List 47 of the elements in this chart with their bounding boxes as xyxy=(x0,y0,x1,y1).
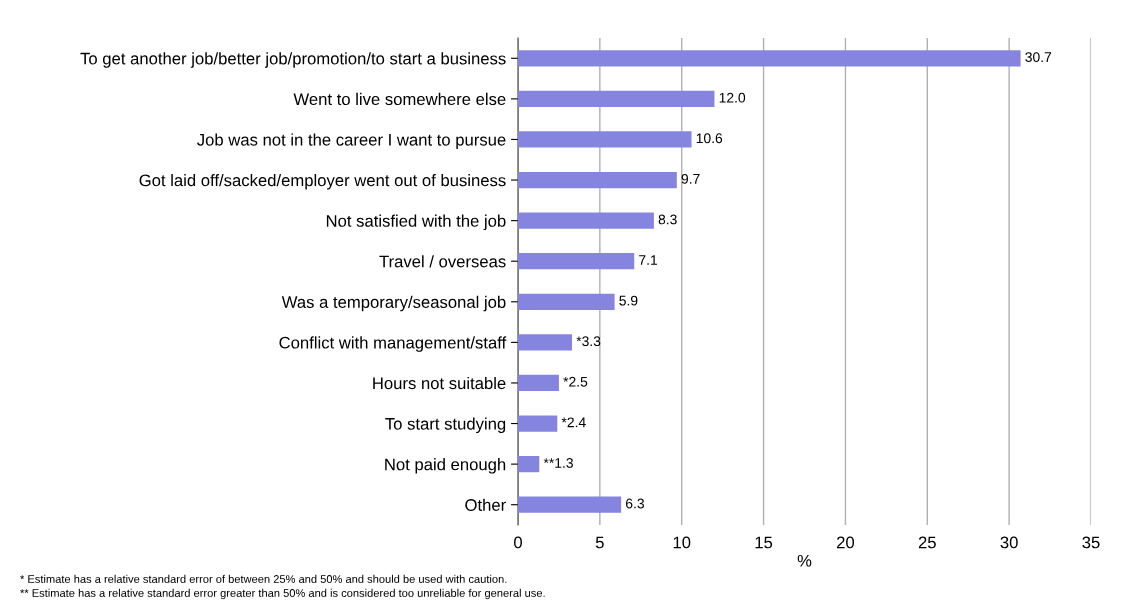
x-tick-label: 0 xyxy=(514,536,522,549)
y-tick-label: To start studying xyxy=(385,417,506,434)
y-tick-label: Conflict with management/staff xyxy=(279,336,507,352)
y-tick-label: To get another job/better job/promotion/to start a business xyxy=(80,52,506,68)
bar xyxy=(518,90,715,107)
data-label: **1.3 xyxy=(543,458,573,468)
text: * Estimate has a relative standard error of between 25% and 50% and should be used with caution. xyxy=(20,574,507,583)
x-axis-title: % xyxy=(797,554,812,567)
bar xyxy=(518,496,622,513)
data-label: *2.5 xyxy=(563,376,588,387)
bar xyxy=(518,334,573,351)
x-tick-label: 30 xyxy=(1000,536,1018,549)
x-tick-label: 35 xyxy=(1082,536,1100,549)
bar xyxy=(518,50,1021,67)
data-label: 6.3 xyxy=(626,498,644,509)
x-tick-label: 20 xyxy=(837,536,855,549)
data-label: *3.3 xyxy=(576,336,601,347)
data-label: 9.7 xyxy=(681,173,700,184)
x-tick-label: 25 xyxy=(918,536,936,549)
bar xyxy=(518,374,559,392)
y-tick-label: Was a temporary/seasonal job xyxy=(281,295,506,312)
data-label: 30.7 xyxy=(1025,52,1052,63)
data-label: 8.3 xyxy=(658,214,677,225)
data-label: *2.4 xyxy=(561,417,586,428)
y-tick-label: Hours not suitable xyxy=(373,376,506,390)
y-tick-label: Other xyxy=(465,498,506,511)
bar xyxy=(518,456,540,473)
text: ** Estimate has a relative standard error greater than 50% and is considered too unreliable for general use. xyxy=(20,588,545,600)
x-tick-label: 5 xyxy=(595,536,604,549)
data-label: 12.0 xyxy=(719,92,746,103)
data-label: 7.1 xyxy=(639,255,658,265)
y-tick-label: Went to live somewhere else xyxy=(293,92,506,106)
y-tick-label: Not satisfied with the job xyxy=(326,214,506,231)
y-tick-label: Travel / overseas xyxy=(379,255,506,268)
x-tick-label: 15 xyxy=(755,536,773,549)
x-tick-label: 10 xyxy=(673,536,691,549)
bar xyxy=(518,293,615,310)
bar xyxy=(518,171,677,189)
y-tick-label: Job was not in the career I want to pursue xyxy=(197,133,506,149)
data-label: 10.6 xyxy=(696,133,723,144)
bar xyxy=(518,131,692,148)
y-tick-label: Got laid off/sacked/employer went out of business xyxy=(139,174,506,190)
data-label: 5.9 xyxy=(619,295,638,306)
bar xyxy=(518,415,558,432)
bar xyxy=(518,253,635,270)
bar xyxy=(518,212,654,229)
y-tick-label: Not paid enough xyxy=(385,458,506,474)
